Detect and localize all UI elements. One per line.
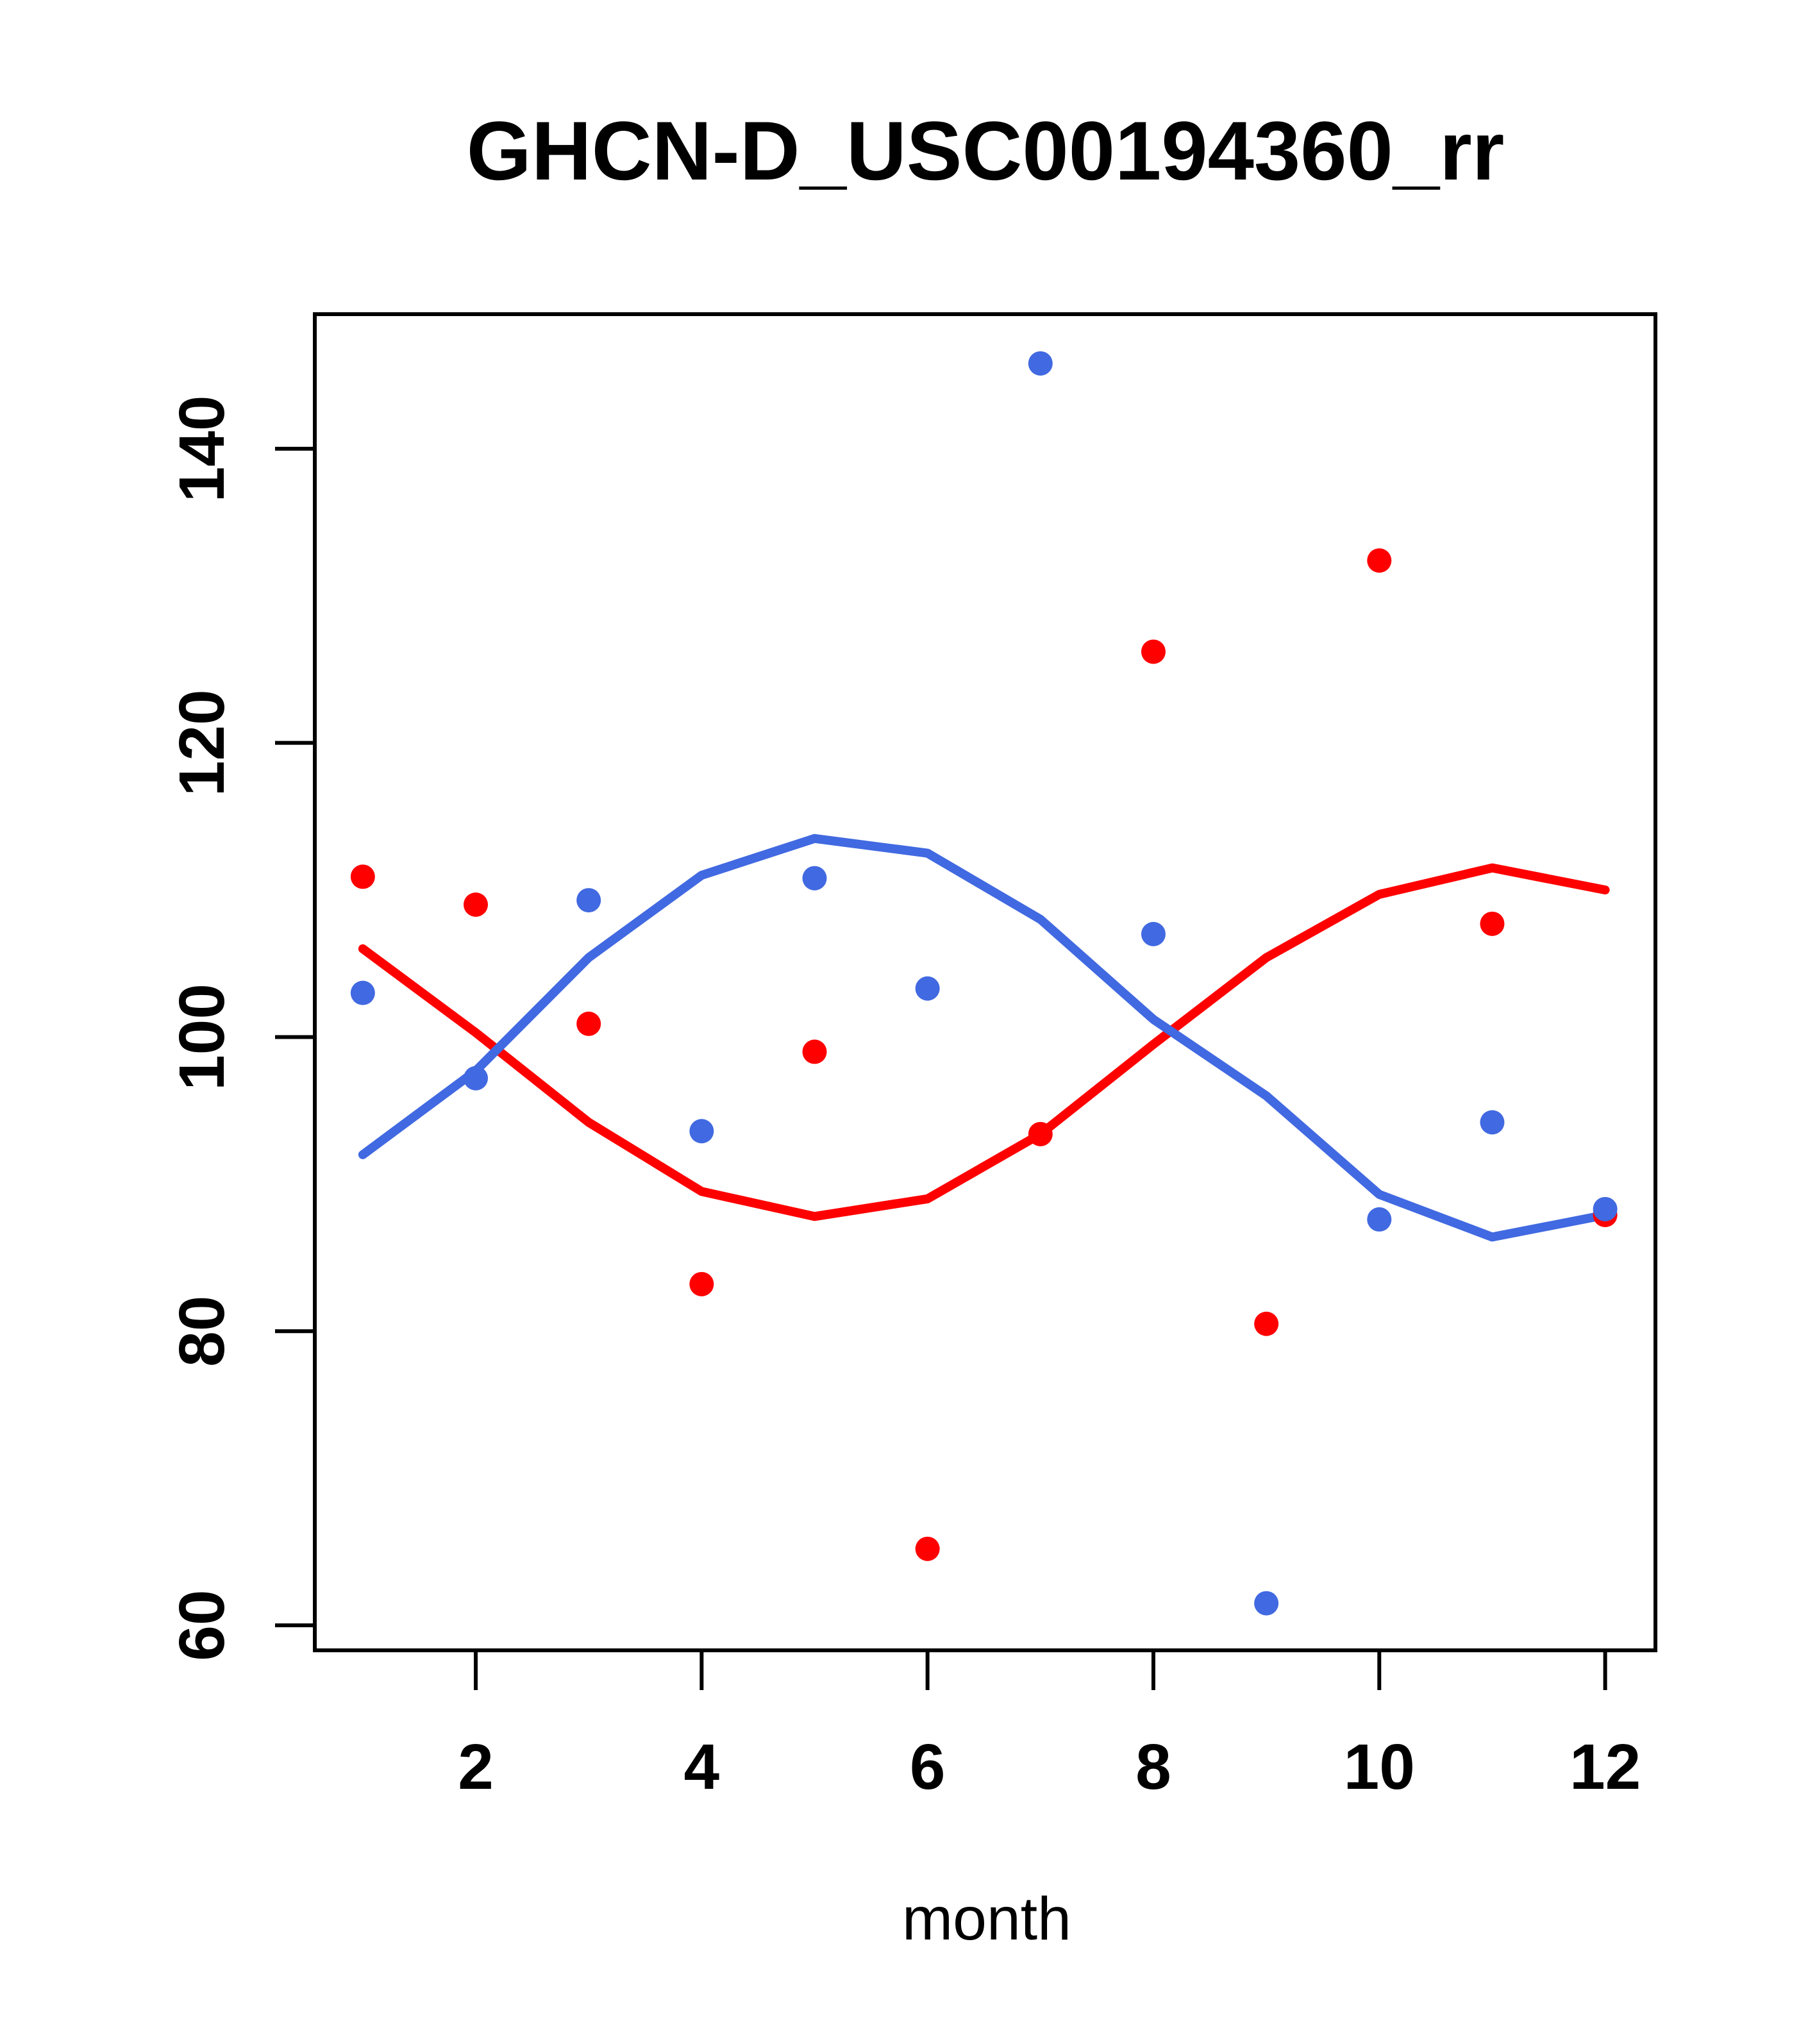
chart-title: GHCN-D_USC00194360_rr [466, 104, 1505, 197]
x-tick-label: 12 [1570, 1731, 1641, 1803]
x-tick-label: 8 [1135, 1731, 1171, 1803]
x-tick-label: 10 [1344, 1731, 1415, 1803]
blue-point [1480, 1110, 1505, 1135]
blue-point [1593, 1196, 1618, 1221]
blue-point [1028, 351, 1053, 376]
red-point [350, 864, 375, 889]
blue-point [1367, 1207, 1392, 1232]
red-point [1480, 911, 1505, 936]
x-tick-label: 2 [458, 1731, 494, 1803]
red-point [802, 1039, 827, 1064]
red-point [1254, 1311, 1279, 1336]
blue-point [689, 1119, 714, 1144]
blue-point [915, 976, 940, 1001]
red-point [915, 1536, 940, 1561]
y-tick-label: 140 [166, 395, 238, 502]
plot-box [313, 312, 1657, 1652]
x-tick-label: 6 [910, 1731, 946, 1803]
red-point [689, 1271, 714, 1296]
x-tick-label: 4 [684, 1731, 720, 1803]
red-point [1028, 1121, 1053, 1146]
red-point [1367, 548, 1392, 573]
y-tick-label: 120 [166, 689, 238, 796]
blue-point [464, 1066, 489, 1091]
blue-fit-line [358, 834, 1610, 1242]
blue-point [1141, 921, 1166, 946]
y-tick-label: 80 [166, 1296, 238, 1367]
red-point [576, 1011, 601, 1036]
y-tick-label: 100 [166, 984, 238, 1091]
red-point [1141, 639, 1166, 664]
blue-point [350, 980, 375, 1005]
x-axis-label: month [901, 1885, 1072, 1953]
blue-point [1254, 1591, 1279, 1616]
red-point [464, 892, 489, 917]
red-fit-line [358, 863, 1610, 1221]
blue-point [802, 866, 827, 891]
blue-point [576, 888, 601, 913]
y-tick-label: 60 [166, 1589, 238, 1661]
